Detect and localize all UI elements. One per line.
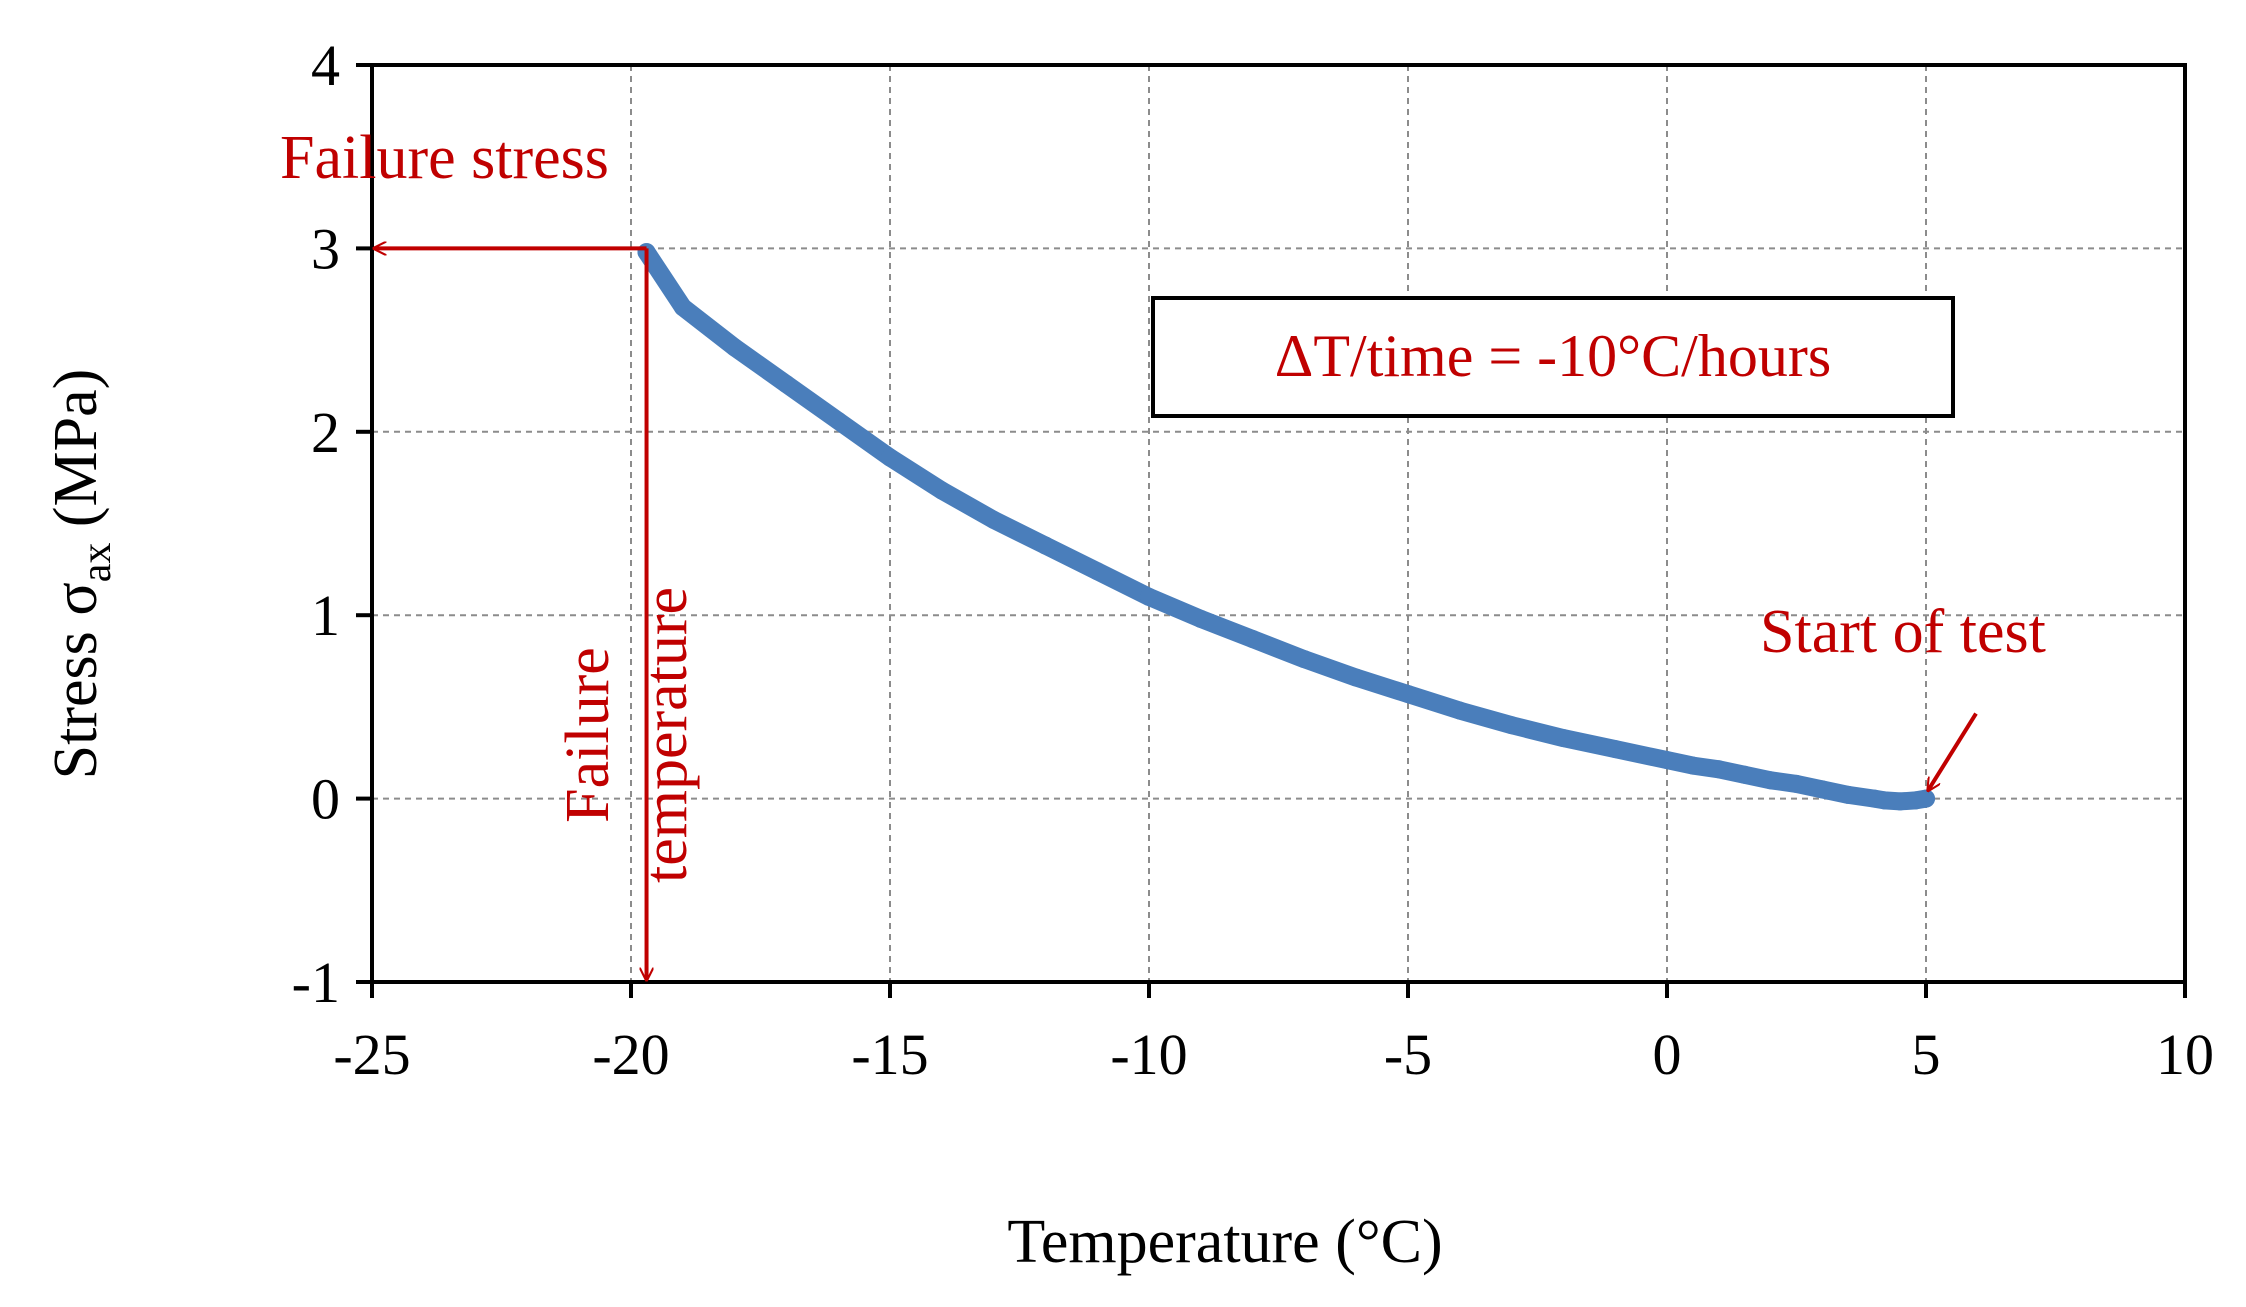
x-tick-label: -15 xyxy=(851,1022,928,1087)
rate-annotation-box xyxy=(1151,296,1955,418)
data-point xyxy=(984,510,1003,529)
data-point xyxy=(1088,562,1107,581)
data-point xyxy=(1891,792,1910,811)
x-tick-label: -20 xyxy=(592,1022,669,1087)
data-point xyxy=(1709,760,1728,779)
failure-temperature-label-line2: temperature xyxy=(632,587,700,883)
data-point xyxy=(829,411,848,430)
data-point xyxy=(1502,716,1521,735)
data-series xyxy=(637,243,1935,811)
failure-stress-label: Failure stress xyxy=(280,124,609,192)
x-tick-label: -10 xyxy=(1110,1022,1187,1087)
y-tick-label: 2 xyxy=(311,400,340,465)
start-of-test-label: Start of test xyxy=(1760,598,2046,666)
y-tick-label: 1 xyxy=(311,583,340,648)
annotations: Failure stress Failure temperature Start… xyxy=(280,124,2046,980)
x-axis-title: Temperature (°C) xyxy=(1007,1208,1442,1276)
failure-temperature-label-line1: Failure xyxy=(554,647,622,823)
data-point xyxy=(1787,774,1806,793)
data-point xyxy=(1191,609,1210,628)
x-tick-label: -5 xyxy=(1384,1022,1432,1087)
data-point xyxy=(1450,701,1469,720)
data-point xyxy=(1813,780,1832,799)
x-tick-label: 5 xyxy=(1912,1022,1941,1087)
y-axis-title-main: Stress σ xyxy=(42,582,110,779)
y-axis-title: Stress σax (MPa) xyxy=(42,369,120,780)
y-tick-label: 4 xyxy=(311,33,340,98)
plot-area-border xyxy=(370,63,2187,984)
data-point xyxy=(932,481,951,500)
data-point xyxy=(1554,729,1573,748)
data-point xyxy=(1906,791,1925,810)
y-axis-title-subscript: ax xyxy=(74,543,120,583)
data-point xyxy=(1295,650,1314,669)
grid-lines xyxy=(372,65,2185,982)
data-point xyxy=(1243,630,1262,648)
y-tick-label: -1 xyxy=(292,950,340,1015)
axis-ticks xyxy=(356,63,2187,998)
data-point xyxy=(1839,785,1858,804)
data-point xyxy=(725,338,744,357)
data-point xyxy=(777,375,796,394)
rate-annotation-text: ΔT/time = -10°C/hours xyxy=(1275,323,1831,389)
data-point xyxy=(881,448,899,467)
data-point xyxy=(1036,536,1055,555)
y-axis-title-unit: (MPa) xyxy=(42,369,110,543)
y-tick-label: 3 xyxy=(311,216,340,281)
data-point xyxy=(1865,789,1884,808)
data-point xyxy=(1399,685,1417,704)
data-point xyxy=(1683,756,1702,775)
data-point xyxy=(1658,751,1676,770)
x-tick-label: 0 xyxy=(1653,1022,1682,1087)
data-point xyxy=(1347,668,1366,687)
data-point xyxy=(1735,765,1754,784)
data-point xyxy=(1140,587,1158,606)
data-point xyxy=(673,298,692,317)
x-tick-label: 10 xyxy=(2156,1022,2214,1087)
data-point xyxy=(1606,740,1625,759)
y-tick-label: 0 xyxy=(311,767,340,832)
x-tick-label: -25 xyxy=(333,1022,410,1087)
start-of-test-arrow xyxy=(1928,712,1978,791)
data-point xyxy=(1761,771,1780,790)
